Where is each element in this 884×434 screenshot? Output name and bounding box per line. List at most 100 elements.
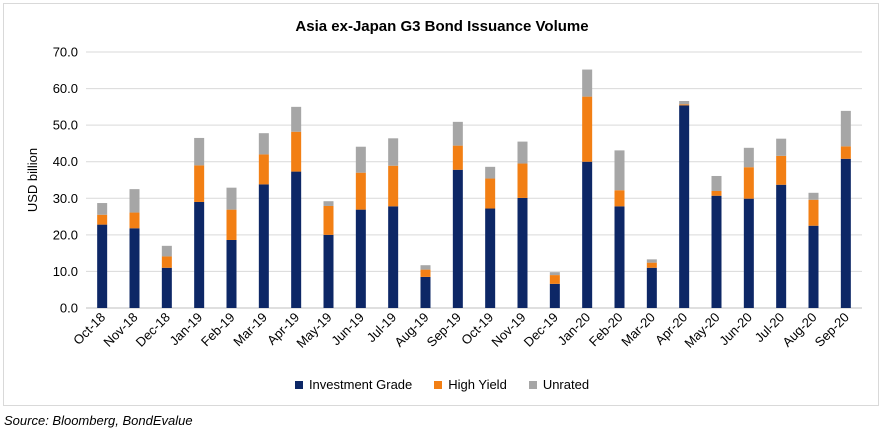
bar-high-yield — [517, 163, 528, 198]
bar-investment-grade — [646, 267, 657, 308]
bar-high-yield — [646, 262, 657, 268]
y-tick-label: 0.0 — [60, 301, 78, 316]
x-tick-label: Mar-20 — [618, 310, 658, 350]
bar-high-yield — [97, 214, 108, 225]
bar-high-yield — [226, 209, 237, 240]
y-tick-label: 50.0 — [53, 118, 78, 133]
bar-high-yield — [452, 145, 463, 170]
bar-unrated — [323, 201, 334, 206]
bar-investment-grade — [194, 201, 205, 308]
bar-investment-grade — [776, 184, 787, 308]
legend-item: High Yield — [434, 377, 507, 392]
bar-unrated — [646, 259, 657, 263]
bar-high-yield — [258, 154, 269, 185]
chart-frame: Asia ex-Japan G3 Bond Issuance Volume 0.… — [3, 3, 879, 406]
bar-investment-grade — [129, 228, 140, 308]
y-tick-label: 60.0 — [53, 81, 78, 96]
bar-investment-grade — [485, 208, 496, 308]
x-tick-label: Mar-19 — [230, 310, 270, 350]
bar-chart: 0.0 10.0 20.0 30.0 40.0 50.0 60.0 70.0 USD billi… — [25, 45, 862, 351]
bar-investment-grade — [452, 169, 463, 308]
bar-high-yield — [291, 131, 302, 172]
bar-unrated — [226, 187, 237, 210]
x-tick-label: Jun-19 — [328, 310, 367, 349]
y-tick-label: 70.0 — [53, 45, 78, 60]
bar-investment-grade — [97, 224, 108, 308]
x-tick-label: Aug-19 — [391, 310, 431, 350]
bar-unrated — [840, 110, 851, 147]
bar-unrated — [614, 150, 625, 191]
bar-investment-grade — [711, 195, 722, 308]
bar-high-yield — [711, 190, 722, 196]
y-tick-label: 30.0 — [53, 191, 78, 206]
legend-item: Investment Grade — [294, 377, 412, 392]
bar-investment-grade — [388, 206, 399, 308]
x-tick-label: May-20 — [681, 310, 722, 351]
bar-investment-grade — [291, 171, 302, 308]
x-tick-label: Jan-19 — [167, 310, 206, 349]
bar-investment-grade — [258, 184, 269, 308]
bar-investment-grade — [808, 225, 819, 308]
legend-swatch — [294, 380, 303, 389]
chart-title: Asia ex-Japan G3 Bond Issuance Volume — [295, 18, 589, 35]
bar-high-yield — [161, 256, 172, 268]
bar-investment-grade — [226, 239, 237, 308]
bar-unrated — [420, 265, 431, 270]
chart-legend: Investment Grade High Yield Unrated — [4, 377, 880, 392]
source-note: Source: Bloomberg, BondEvalue — [4, 413, 193, 428]
bar-high-yield — [743, 167, 754, 199]
bar-high-yield — [582, 96, 593, 162]
bar-unrated — [776, 138, 787, 156]
bar-high-yield — [840, 146, 851, 159]
bar-high-yield — [549, 275, 560, 284]
bar-high-yield — [485, 178, 496, 209]
bar-unrated — [549, 272, 560, 276]
bar-investment-grade — [582, 161, 593, 308]
bar-unrated — [161, 245, 172, 257]
bar-unrated — [355, 146, 366, 173]
bar-investment-grade — [743, 198, 754, 308]
x-tick-label: May-19 — [293, 310, 334, 351]
x-tick-label: Aug-20 — [779, 310, 819, 350]
bar-investment-grade — [355, 209, 366, 308]
bar-high-yield — [614, 190, 625, 207]
x-tick-label: Jun-20 — [716, 310, 755, 349]
bar-investment-grade — [549, 283, 560, 308]
bar-investment-grade — [679, 105, 690, 308]
bar-unrated — [452, 121, 463, 146]
legend-swatch — [434, 380, 443, 389]
x-tick-label: Nov-19 — [488, 310, 528, 350]
bar-high-yield — [776, 155, 787, 185]
x-tick-label: Feb-19 — [198, 310, 238, 350]
bar-high-yield — [388, 165, 399, 207]
bar-unrated — [517, 141, 528, 164]
x-tick-label: Nov-18 — [100, 310, 140, 350]
bar-investment-grade — [323, 234, 334, 308]
bar-unrated — [582, 69, 593, 97]
bar-high-yield — [355, 172, 366, 210]
y-axis-title: USD billion — [25, 148, 40, 212]
bar-unrated — [711, 175, 722, 191]
bar-investment-grade — [517, 197, 528, 308]
x-tick-label: Dec-18 — [133, 310, 173, 350]
bar-investment-grade — [161, 267, 172, 308]
bar-unrated — [97, 203, 108, 215]
legend-item: Unrated — [528, 377, 589, 392]
bar-unrated — [808, 192, 819, 200]
y-tick-label: 10.0 — [53, 264, 78, 279]
legend-swatch — [528, 380, 537, 389]
bar-high-yield — [679, 104, 690, 106]
bar-high-yield — [808, 199, 819, 226]
bar-unrated — [258, 133, 269, 155]
bar-unrated — [129, 189, 140, 213]
y-tick-label: 40.0 — [53, 154, 78, 169]
bar-high-yield — [323, 205, 334, 235]
bar-unrated — [388, 138, 399, 166]
bar-investment-grade — [420, 276, 431, 308]
x-tick-label: Sep-20 — [812, 310, 852, 350]
x-tick-label: Jan-20 — [555, 310, 594, 349]
bar-unrated — [679, 101, 690, 105]
bar-high-yield — [194, 165, 205, 202]
bar-unrated — [743, 147, 754, 168]
bar-investment-grade — [614, 206, 625, 308]
